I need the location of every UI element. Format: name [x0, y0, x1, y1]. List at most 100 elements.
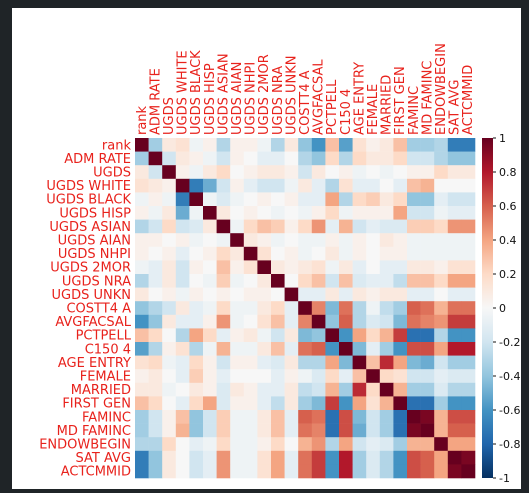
- heatmap-cell-FEMALE-UGDS_WHITE: [175, 369, 190, 384]
- heatmap-cell-SAT_AVG-COSTT4_A: [298, 450, 313, 465]
- heatmap-cell-UGDS_2MOR-C150_4: [339, 260, 353, 275]
- heatmap-cell-PCTPELL-UGDS_NHPI: [243, 328, 258, 343]
- x-tick-label-UGDS_AIAN: UGDS AIAN: [230, 62, 245, 135]
- x-tick-label-AGE_ENTRY: AGE ENTRY: [352, 62, 367, 135]
- heatmap-cell-UGDS_ASIAN-UGDS_UNKN: [284, 219, 299, 234]
- heatmap-cell-FEMALE-ADM_RATE: [148, 369, 163, 384]
- heatmap-cell-SAT_AVG-UGDS_HISP: [203, 450, 217, 465]
- heatmap-cell-ACTCMMID-rank: [135, 464, 149, 479]
- heatmap-cell-UGDS_NHPI-UGDS_NHPI: [243, 246, 258, 261]
- heatmap-cell-UGDS_BLACK-UGDS_2MOR: [257, 192, 272, 207]
- heatmap-cell-UGDS_AIAN-UGDS_HISP: [203, 233, 217, 248]
- heatmap-cell-UGDS_NRA-AVGFACSAL: [311, 274, 326, 288]
- heatmap-cell-UGDS_AIAN-MARRIED: [379, 233, 394, 248]
- y-tick-label-UGDS_2MOR: UGDS 2MOR: [50, 261, 131, 276]
- heatmap-cell-FEMALE-FIRST_GEN: [393, 369, 408, 384]
- heatmap-cell-UGDS-MD_FAMINC: [420, 165, 435, 180]
- heatmap-cell-FAMINC-ENDOWBEGIN: [434, 410, 449, 424]
- heatmap-cell-UGDS_HISP-UGDS_HISP: [203, 206, 217, 220]
- heatmap-cell-MARRIED-MD_FAMINC: [420, 382, 435, 397]
- x-tick-label-FIRST_GEN: FIRST GEN: [393, 66, 408, 135]
- heatmap-cell-AVGFACSAL-UGDS_NHPI: [243, 314, 258, 329]
- heatmap-cell-UGDS_UNKN-UGDS_HISP: [203, 287, 217, 302]
- heatmap-cell-UGDS_2MOR-rank: [135, 260, 149, 275]
- heatmap-cell-AVGFACSAL-AVGFACSAL: [311, 314, 326, 329]
- heatmap-cell-AVGFACSAL-MARRIED: [379, 314, 394, 329]
- heatmap-cell-UGDS-ADM_RATE: [148, 165, 163, 180]
- heatmap-cell-UGDS_WHITE-MD_FAMINC: [420, 178, 435, 193]
- heatmap-cell-UGDS_HISP-FAMINC: [407, 206, 421, 220]
- heatmap-cell-SAT_AVG-FEMALE: [366, 450, 381, 465]
- heatmap-cell-UGDS_HISP-FIRST_GEN: [393, 206, 408, 220]
- heatmap-cell-ENDOWBEGIN-SAT_AVG: [447, 437, 462, 452]
- heatmap-cell-ENDOWBEGIN-FAMINC: [407, 437, 421, 452]
- y-tick-label-ENDOWBEGIN: ENDOWBEGIN: [39, 438, 131, 453]
- heatmap-cell-C150_4-COSTT4_A: [298, 342, 313, 356]
- heatmap-cell-ADM_RATE-SAT_AVG: [447, 151, 462, 166]
- heatmap-cell-SAT_AVG-UGDS: [162, 450, 177, 465]
- heatmap-cell-PCTPELL-UGDS_UNKN: [284, 328, 299, 343]
- heatmap-cell-UGDS-UGDS_BLACK: [189, 165, 204, 180]
- y-tick-label-UGDS_HISP: UGDS HISP: [59, 206, 131, 221]
- heatmap-cell-MARRIED-ADM_RATE: [148, 382, 163, 397]
- heatmap-cell-UGDS_2MOR-AGE_ENTRY: [352, 260, 367, 275]
- heatmap-cell-UGDS_NRA-FIRST_GEN: [393, 274, 408, 288]
- heatmap-cell-SAT_AVG-UGDS_BLACK: [189, 450, 204, 465]
- heatmap-cell-MARRIED-FEMALE: [366, 382, 381, 397]
- heatmap-cell-MD_FAMINC-UGDS_UNKN: [284, 423, 299, 438]
- heatmap-cell-AGE_ENTRY-UGDS_NHPI: [243, 355, 258, 370]
- heatmap-cell-UGDS_2MOR-ACTCMMID: [461, 260, 476, 275]
- heatmap-cell-C150_4-UGDS_ASIAN: [216, 342, 231, 356]
- heatmap-cell-UGDS_WHITE-UGDS_AIAN: [230, 178, 245, 193]
- heatmap-cell-AGE_ENTRY-UGDS_WHITE: [175, 355, 190, 370]
- heatmap-cell-FIRST_GEN-UGDS_2MOR: [257, 396, 272, 411]
- heatmap-cell-UGDS_UNKN-MARRIED: [379, 287, 394, 302]
- heatmap-cell-UGDS_2MOR-PCTPELL: [325, 260, 340, 275]
- colorbar-tick-label: -0.8: [499, 438, 520, 451]
- heatmap-cell-C150_4-ACTCMMID: [461, 342, 476, 356]
- heatmap-cell-UGDS_NRA-C150_4: [339, 274, 353, 288]
- heatmap-cell-C150_4-SAT_AVG: [447, 342, 462, 356]
- heatmap-cell-UGDS_UNKN-ADM_RATE: [148, 287, 163, 302]
- heatmap-cell-UGDS_NHPI-MD_FAMINC: [420, 246, 435, 261]
- heatmap-cell-AVGFACSAL-MD_FAMINC: [420, 314, 435, 329]
- heatmap-cell-UGDS-UGDS_AIAN: [230, 165, 245, 180]
- heatmap-cell-AVGFACSAL-SAT_AVG: [447, 314, 462, 329]
- heatmap-cell-PCTPELL-AGE_ENTRY: [352, 328, 367, 343]
- heatmap-cell-UGDS_2MOR-ADM_RATE: [148, 260, 163, 275]
- heatmap-cell-ACTCMMID-MD_FAMINC: [420, 464, 435, 479]
- heatmap-cell-SAT_AVG-rank: [135, 450, 149, 465]
- heatmap-cell-FEMALE-FEMALE: [366, 369, 381, 384]
- heatmap-cell-ADM_RATE-UGDS_HISP: [203, 151, 217, 166]
- colorbar-tick-label: 0: [499, 302, 506, 315]
- heatmap-cell-UGDS_AIAN-UGDS_AIAN: [230, 233, 245, 248]
- heatmap-cell-UGDS_BLACK-UGDS_ASIAN: [216, 192, 231, 207]
- heatmap-cell-FIRST_GEN-AVGFACSAL: [311, 396, 326, 411]
- heatmap-cell-UGDS_HISP-COSTT4_A: [298, 206, 313, 220]
- heatmap-cell-UGDS_BLACK-AGE_ENTRY: [352, 192, 367, 207]
- heatmap-cell-FIRST_GEN-AGE_ENTRY: [352, 396, 367, 411]
- heatmap-cell-ENDOWBEGIN-UGDS_NRA: [271, 437, 285, 452]
- heatmap-cell-UGDS_NRA-UGDS_UNKN: [284, 274, 299, 288]
- heatmap-cell-UGDS_WHITE-ENDOWBEGIN: [434, 178, 449, 193]
- heatmap-cell-UGDS_ASIAN-MARRIED: [379, 219, 394, 234]
- heatmap-cell-UGDS_UNKN-UGDS_NRA: [271, 287, 285, 302]
- heatmap-cell-rank-COSTT4_A: [298, 138, 313, 152]
- heatmap-cell-UGDS_AIAN-UGDS_WHITE: [175, 233, 190, 248]
- heatmap-cell-ACTCMMID-PCTPELL: [325, 464, 340, 479]
- heatmap-cell-UGDS_NHPI-rank: [135, 246, 149, 261]
- heatmap-cell-UGDS_HISP-C150_4: [339, 206, 353, 220]
- heatmap-cell-MARRIED-C150_4: [339, 382, 353, 397]
- heatmap-cell-PCTPELL-AVGFACSAL: [311, 328, 326, 343]
- heatmap-cell-UGDS_ASIAN-UGDS_WHITE: [175, 219, 190, 234]
- heatmap-cell-FAMINC-UGDS_ASIAN: [216, 410, 231, 424]
- heatmap-cell-UGDS_NRA-ADM_RATE: [148, 274, 163, 288]
- heatmap-cell-AGE_ENTRY-UGDS: [162, 355, 177, 370]
- heatmap-cell-rank-ADM_RATE: [148, 138, 163, 152]
- heatmap-cell-UGDS_2MOR-UGDS_AIAN: [230, 260, 245, 275]
- heatmap-cell-UGDS_BLACK-rank: [135, 192, 149, 207]
- heatmap-cell-PCTPELL-FEMALE: [366, 328, 381, 343]
- heatmap-cell-FIRST_GEN-COSTT4_A: [298, 396, 313, 411]
